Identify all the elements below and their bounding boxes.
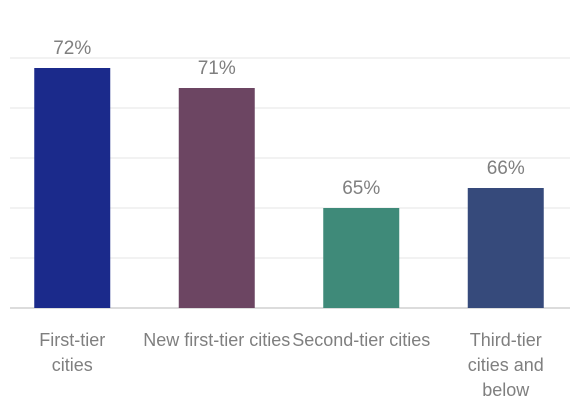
x-tick-label: Second-tier cities [292, 330, 431, 350]
bar [323, 208, 400, 308]
bar [34, 68, 111, 308]
bar [178, 88, 255, 308]
value-label: 66% [487, 158, 525, 179]
bar [467, 188, 544, 308]
value-label: 65% [342, 178, 380, 199]
value-label: 71% [198, 58, 236, 79]
value-label: 72% [53, 38, 91, 59]
x-tick-label: Third-tier cities and below [467, 330, 544, 400]
x-tick-label: First-tier cities [39, 330, 106, 375]
x-tick-label: New first-tier cities [143, 330, 291, 350]
